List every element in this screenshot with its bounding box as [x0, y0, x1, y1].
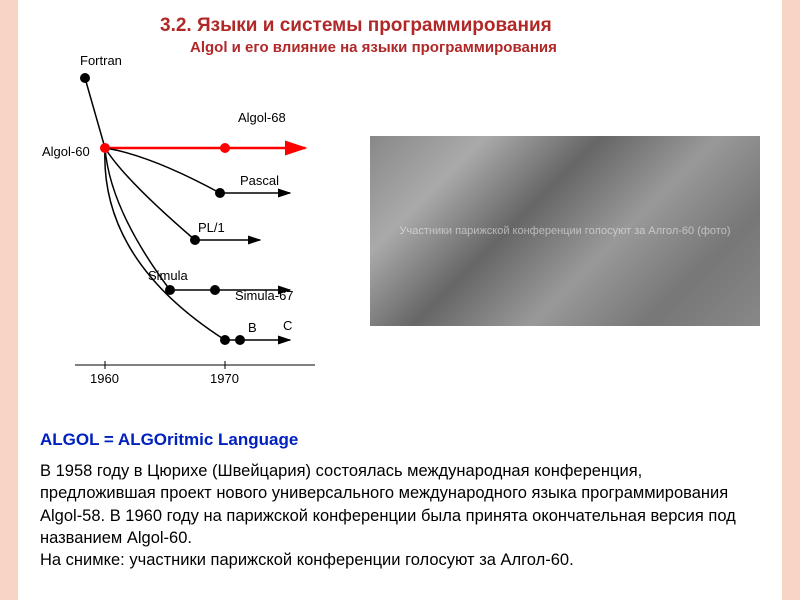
edge-fortran-algol60	[85, 78, 105, 148]
node-label-simula67: Simula-67	[235, 288, 294, 303]
node-label-fortran: Fortran	[80, 53, 122, 68]
node-dot-c	[235, 335, 245, 345]
language-tree-diagram: Fortran Algol-60 Algol-68 Pascal PL/1 Simula S…	[30, 40, 360, 400]
node-label-algol60: Algol-60	[42, 144, 90, 159]
node-label-algol68: Algol-68	[238, 110, 286, 125]
node-dot-simula	[165, 285, 175, 295]
node-label-c: C	[283, 318, 292, 333]
node-dot-algol60	[100, 143, 110, 153]
body-paragraph: В 1958 году в Цюрихе (Швейцария) состоял…	[40, 460, 760, 571]
timeline-label-1970: 1970	[210, 371, 239, 386]
algol-definition: ALGOL = ALGOritmic Language	[40, 430, 298, 450]
node-dot-algol68	[220, 143, 230, 153]
node-label-pl1: PL/1	[198, 220, 225, 235]
node-label-pascal: Pascal	[240, 173, 279, 188]
conference-photo: Участники парижской конференции голосуют…	[370, 136, 760, 326]
node-label-b: B	[248, 320, 257, 335]
node-dot-b	[220, 335, 230, 345]
node-dot-pascal	[215, 188, 225, 198]
node-label-simula: Simula	[148, 268, 188, 283]
decorative-border-right	[782, 0, 800, 600]
node-dot-simula67	[210, 285, 220, 295]
node-dot-fortran	[80, 73, 90, 83]
tree-svg	[30, 40, 360, 400]
decorative-border-left	[0, 0, 18, 600]
node-dot-pl1	[190, 235, 200, 245]
slide-title: 3.2. Языки и системы программирования	[160, 15, 760, 37]
timeline-label-1960: 1960	[90, 371, 119, 386]
edge-algol60-b	[105, 148, 225, 340]
photo-alt-text: Участники парижской конференции голосуют…	[400, 225, 731, 237]
